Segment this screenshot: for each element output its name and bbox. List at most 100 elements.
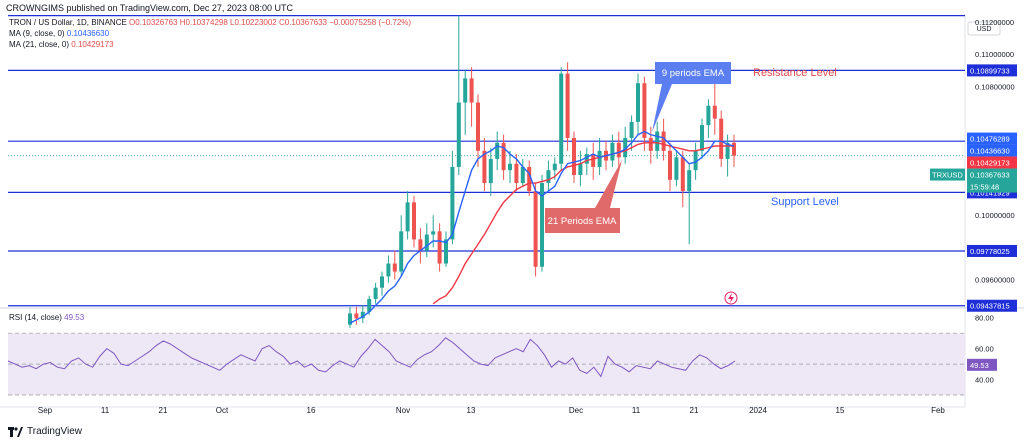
- candle-body: [616, 142, 621, 158]
- time-tick-label: 16: [307, 406, 316, 415]
- level-price-label: 0.10141929: [970, 188, 1010, 197]
- candle-body: [444, 239, 448, 264]
- candle-body: [469, 78, 474, 103]
- time-tick-label: 11: [632, 406, 641, 415]
- candle-body: [540, 183, 544, 267]
- price-tick-label: 0.10000000: [975, 211, 1015, 220]
- price-tick-label: 0.10800000: [975, 82, 1015, 91]
- candle-body: [623, 137, 628, 158]
- price-tick-label: 0.11200000: [975, 18, 1014, 27]
- candle-body: [360, 311, 365, 319]
- level-price-tag: [967, 244, 1017, 257]
- candle-body: [565, 73, 570, 138]
- rsi-tick-label: 60.00: [975, 345, 994, 354]
- price-tick-label: 0.11000000: [975, 50, 1014, 59]
- candle-body: [348, 313, 352, 325]
- ema21-callout: [545, 160, 622, 233]
- candle-body: [648, 137, 653, 151]
- candle-body: [392, 263, 397, 272]
- footer: TradingView: [8, 426, 82, 437]
- ma21-legend: MA (21, close, 0) 0.10429173: [9, 40, 114, 49]
- candle-body: [533, 191, 538, 267]
- price-tag-label: 0.10476289: [970, 135, 1010, 144]
- countdown-label: 15:59:48: [970, 183, 999, 192]
- price-tag: [967, 132, 1017, 145]
- candle-body: [514, 163, 519, 184]
- candle-body: [668, 150, 672, 180]
- time-tick-label: Sep: [38, 406, 53, 415]
- candle-body: [456, 102, 461, 167]
- candle-body: [642, 83, 647, 138]
- rsi-value: 49.53: [64, 313, 85, 322]
- candle-body: [424, 234, 429, 251]
- rsi-value-tag: [967, 358, 997, 371]
- time-tick-label: Dec: [569, 406, 583, 415]
- candle-body: [661, 131, 666, 151]
- ma9-line: [349, 130, 735, 324]
- rsi-legend: RSI (14, close) 49.53: [9, 313, 84, 322]
- time-tick-label: 11: [101, 406, 110, 415]
- ma21-line: [432, 142, 734, 305]
- symbol-tag-label: TRXUSD: [932, 171, 963, 180]
- time-tick-label: 21: [159, 406, 168, 415]
- level-price-tag: [967, 299, 1017, 312]
- candle-body: [508, 163, 512, 171]
- candle-body: [706, 105, 711, 126]
- time-tick-label: 13: [467, 406, 476, 415]
- time-tick-label: 21: [690, 406, 699, 415]
- candle-body: [552, 163, 557, 171]
- ma9-label: MA (9, close, 0): [9, 29, 65, 38]
- price-tag: [967, 168, 1017, 193]
- footer-brand: TradingView: [27, 426, 83, 437]
- candle-body: [674, 157, 679, 180]
- candle-body: [354, 313, 359, 319]
- publish-header: CROWNGIMS published on TradingView.com, …: [6, 3, 293, 13]
- price-tag: [967, 144, 1017, 157]
- rsi-value-tag-label: 49.53: [970, 361, 989, 370]
- resistance-annotation: Resistance Level: [753, 67, 837, 79]
- candle-body: [578, 163, 583, 175]
- candle-body: [655, 131, 660, 151]
- candle-body: [501, 142, 506, 171]
- time-tick-label: Nov: [396, 406, 410, 415]
- currency-label: USD: [977, 26, 992, 33]
- candle-body: [431, 231, 436, 235]
- candle-body: [693, 150, 698, 171]
- support-annotation: Support Level: [771, 196, 839, 208]
- ema9-annotation: 9 periods EMA: [662, 68, 725, 79]
- candle-body: [700, 125, 704, 151]
- price-tick-label: 0.09600000: [975, 276, 1015, 285]
- ma9-legend: MA (9, close, 0) 0.10436630: [9, 29, 109, 38]
- candle-body: [527, 166, 532, 192]
- price-tag-label: 0.10436630: [970, 147, 1010, 156]
- candle-body: [386, 263, 391, 277]
- lightning-icon: [724, 291, 738, 305]
- time-tick-label: 15: [836, 406, 845, 415]
- ma21-label: MA (21, close, 0): [9, 40, 70, 49]
- time-tick-label: Feb: [931, 406, 945, 415]
- candle-body: [712, 105, 717, 119]
- time-tick-label: 2024: [749, 406, 767, 415]
- price-tag-label: 0.10429173: [970, 159, 1010, 168]
- candle-body: [636, 83, 640, 122]
- candle-body: [687, 170, 692, 192]
- candle-body: [546, 170, 551, 184]
- candle-body: [418, 239, 423, 251]
- ohlc-values: O0.10326763 H0.10374298 L0.10223002 C0.1…: [129, 18, 412, 27]
- candle-body: [520, 166, 525, 184]
- ohlc-line: TRON / US Dollar, 1D, BINANCE O0.1032676…: [9, 18, 411, 27]
- candle-body: [405, 202, 410, 232]
- ma21-value: 0.10429173: [71, 40, 114, 49]
- candle-body: [367, 298, 372, 312]
- candle-body: [597, 150, 602, 167]
- candle-body: [732, 142, 736, 156]
- candle-body: [591, 154, 596, 167]
- currency-badge: [967, 21, 1001, 36]
- candle-body: [725, 142, 730, 159]
- candle-body: [450, 166, 455, 240]
- tradingview-logo-icon: [8, 426, 23, 437]
- candle-body: [463, 78, 468, 103]
- rsi-tick-label: 80.00: [975, 314, 994, 323]
- ema9-callout: [652, 62, 731, 132]
